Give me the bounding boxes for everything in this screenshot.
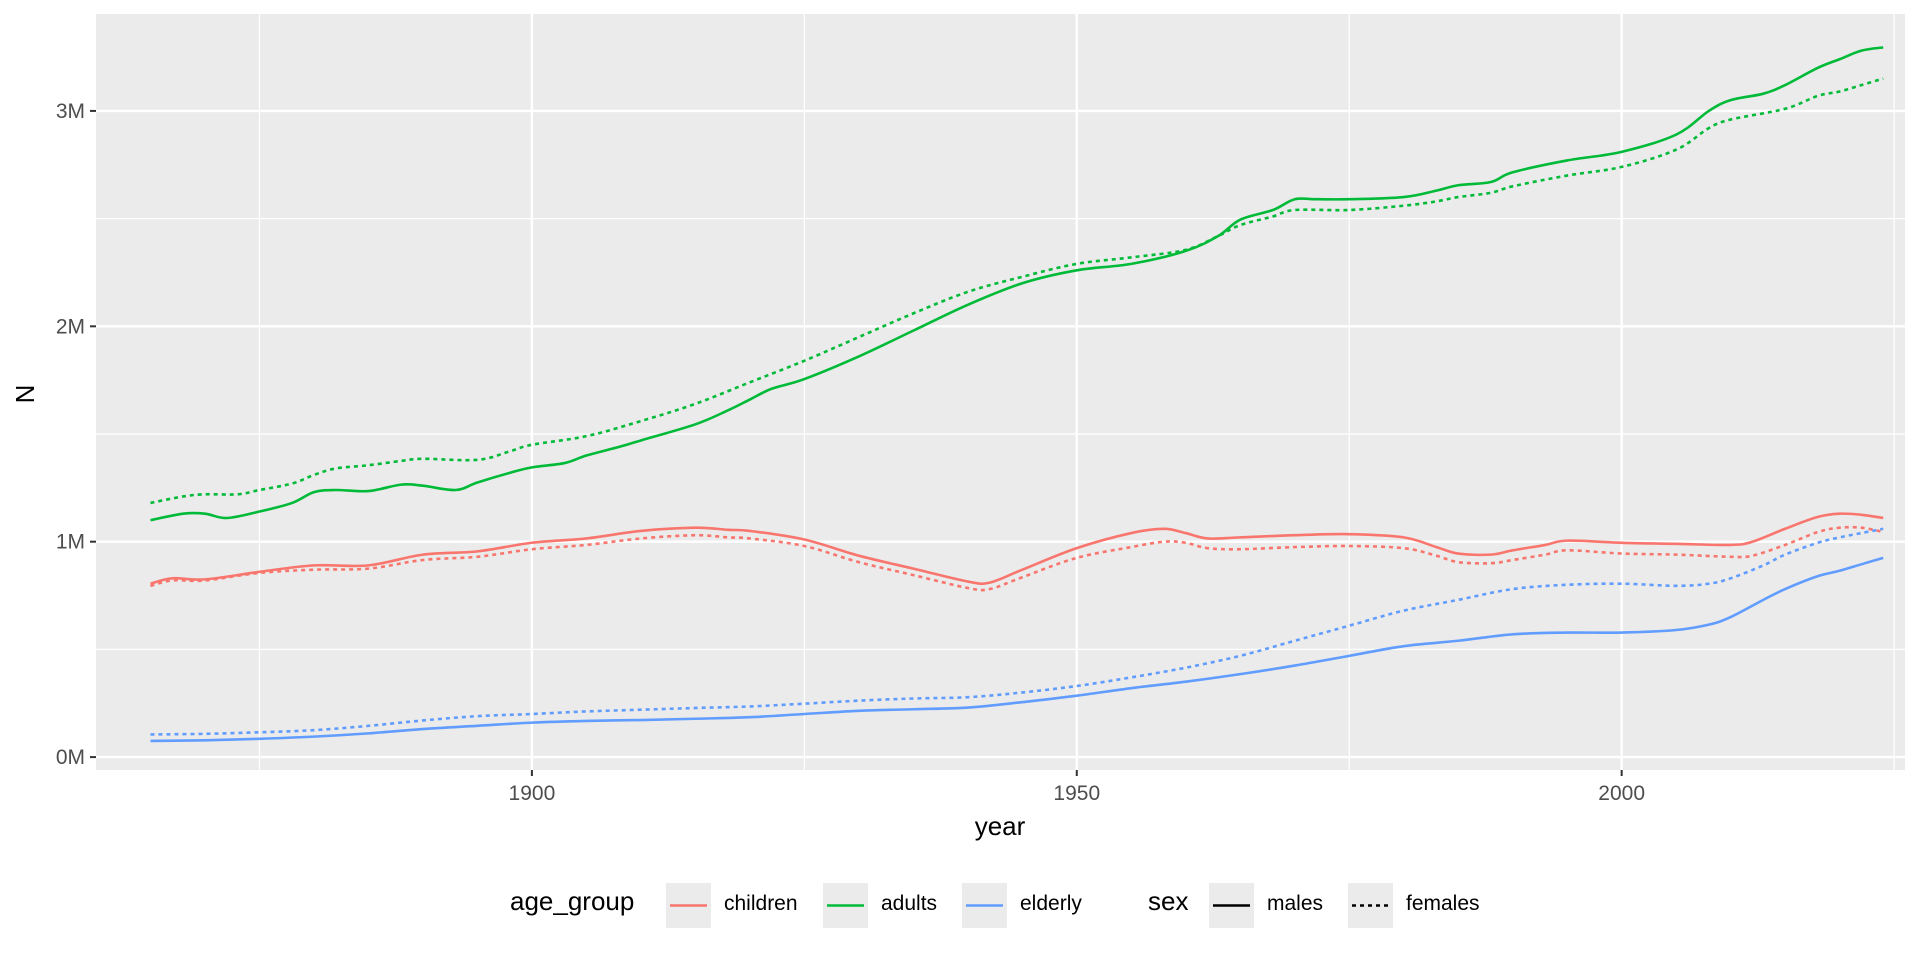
y-axis: 0M 1M 2M 3M	[56, 100, 96, 769]
panel-background	[96, 14, 1905, 770]
plot-panel	[96, 14, 1905, 770]
x-axis: 1900 1950 2000	[509, 770, 1645, 805]
legend-label-adults: adults	[881, 892, 937, 915]
series-line-adults-males	[150, 46, 1884, 522]
series-line-elderly-males	[150, 556, 1884, 743]
y-tick-label: 1M	[56, 531, 85, 554]
series-layer	[150, 46, 1884, 743]
x-axis-title: year	[975, 811, 1026, 841]
legend-title-sex: sex	[1148, 886, 1188, 916]
series-line-children-males	[150, 512, 1884, 586]
legend: age_group children adults elderly sex males fe…	[510, 883, 1480, 928]
series-line-elderly-females	[150, 527, 1884, 736]
x-tick-label: 1900	[509, 782, 556, 805]
x-tick-label: 1950	[1053, 782, 1100, 805]
legend-label-elderly: elderly	[1020, 892, 1082, 915]
y-tick-label: 2M	[56, 315, 85, 338]
x-tick-label: 2000	[1598, 782, 1645, 805]
legend-title-age-group: age_group	[510, 886, 634, 916]
legend-label-males: males	[1267, 892, 1323, 915]
legend-label-females: females	[1406, 892, 1480, 915]
y-axis-title: N	[10, 385, 40, 404]
y-tick-label: 0M	[56, 746, 85, 769]
y-tick-label: 3M	[56, 100, 85, 123]
legend-label-children: children	[724, 892, 798, 915]
series-line-adults-females	[150, 77, 1884, 505]
